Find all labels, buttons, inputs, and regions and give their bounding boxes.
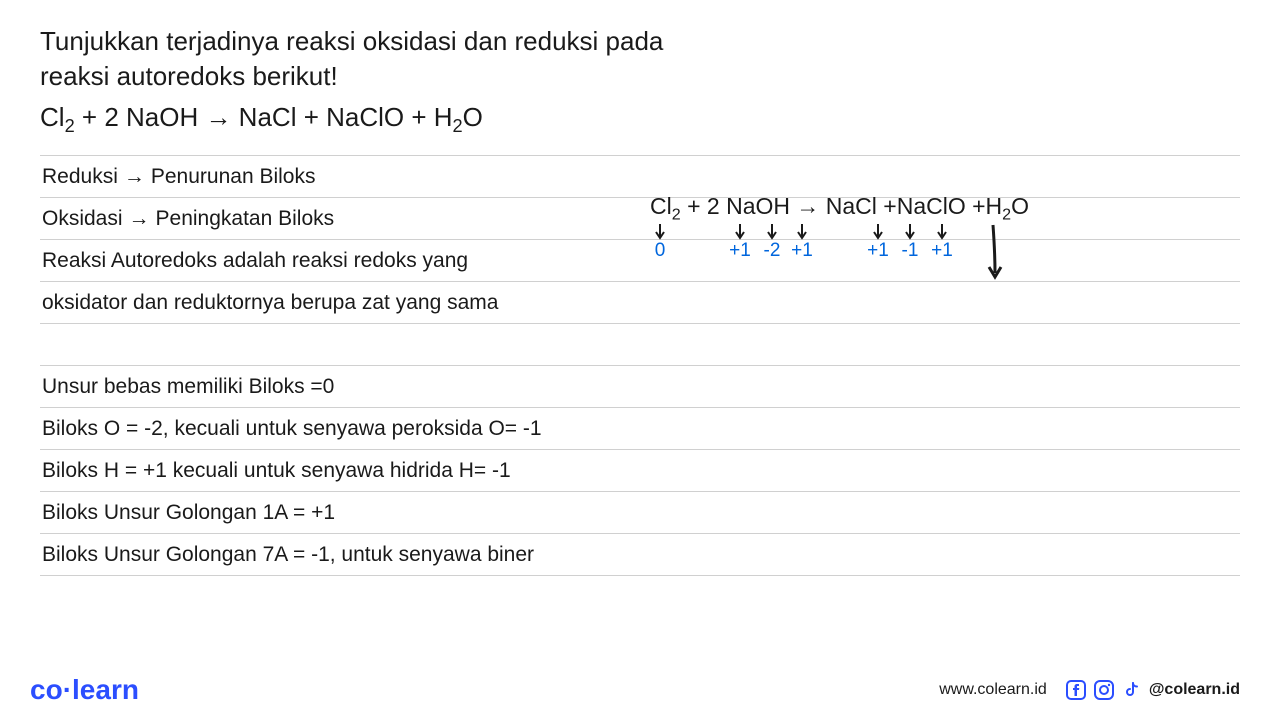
svg-text:-1: -1 — [902, 240, 919, 261]
logo: co·learn — [30, 674, 139, 706]
main-equation: Cl2 + 2 NaOH → NaCl + NaClO + H2O — [40, 102, 1240, 137]
arrow-icon: → — [129, 207, 150, 231]
reduksi-def: Penurunan Biloks — [151, 165, 316, 189]
logo-dot: · — [63, 674, 72, 705]
footer-url: www.colearn.id — [939, 681, 1047, 699]
footer: co·learn www.colearn.id @colearn.id — [0, 672, 1280, 720]
logo-learn: learn — [72, 674, 139, 705]
note-line-4: oksidator dan reduktornya berupa zat yan… — [40, 281, 1240, 323]
note-line-8: Biloks H = +1 kecuali untuk senyawa hidr… — [40, 449, 1240, 491]
footer-right: www.colearn.id @colearn.id — [939, 679, 1240, 701]
note-line-7: Biloks O = -2, kecuali untuk senyawa per… — [40, 407, 1240, 449]
facebook-icon — [1065, 679, 1087, 701]
social-handle: @colearn.id — [1149, 681, 1240, 699]
note-line-1: Reduksi → Penurunan Biloks — [40, 155, 1240, 197]
svg-text:0: 0 — [655, 240, 666, 261]
svg-text:-2: -2 — [764, 240, 781, 261]
question-title: Tunjukkan terjadinya reaksi oksidasi dan… — [40, 24, 680, 94]
worked-equation: Cl2 + 2 NaOH → NaCl +NaClO +H2O — [650, 193, 1029, 225]
arrow-icon: → — [124, 165, 145, 189]
notes-area: Reduksi → Penurunan Biloks Oksidasi → Pe… — [40, 155, 1240, 617]
note-line-6: Unsur bebas memiliki Biloks =0 — [40, 365, 1240, 407]
note-line-2: Oksidasi → Peningkatan Biloks — [40, 197, 1240, 239]
reduksi-label: Reduksi — [42, 165, 118, 189]
oksidasi-label: Oksidasi — [42, 207, 123, 231]
note-line-9: Biloks Unsur Golongan 1A = +1 — [40, 491, 1240, 533]
content-area: Tunjukkan terjadinya reaksi oksidasi dan… — [0, 0, 1280, 617]
title-line-2: reaksi autoredoks berikut! — [40, 61, 338, 91]
social-group: @colearn.id — [1065, 679, 1240, 701]
svg-text:+1: +1 — [729, 240, 751, 261]
svg-text:+1: +1 — [791, 240, 813, 261]
oksidasi-def: Peningkatan Biloks — [156, 207, 335, 231]
title-line-1: Tunjukkan terjadinya reaksi oksidasi dan… — [40, 26, 663, 56]
note-line-empty — [40, 323, 1240, 365]
svg-text:+1: +1 — [867, 240, 889, 261]
note-line-bottom — [40, 575, 1240, 617]
tiktok-icon — [1121, 679, 1143, 701]
svg-text:+1: +1 — [931, 240, 953, 261]
note-line-3: Reaksi Autoredoks adalah reaksi redoks y… — [40, 239, 1240, 281]
instagram-icon — [1093, 679, 1115, 701]
drawn-arrow — [985, 223, 1025, 293]
logo-co: co — [30, 674, 63, 705]
note-line-10: Biloks Unsur Golongan 7A = -1, untuk sen… — [40, 533, 1240, 575]
